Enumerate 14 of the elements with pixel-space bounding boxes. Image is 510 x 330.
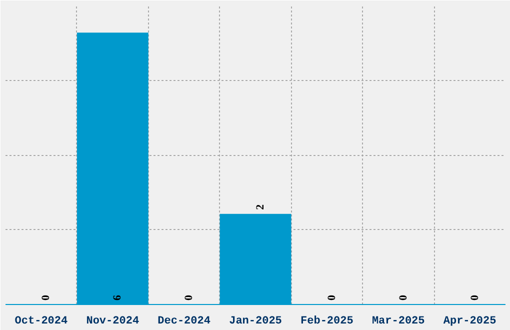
data-label: 0 (183, 294, 196, 300)
data-label: 0 (40, 294, 52, 300)
data-label: 6 (112, 294, 124, 300)
data-label: 2 (254, 204, 266, 210)
x-tick-label: Dec-2024 (158, 316, 211, 328)
data-label: 0 (397, 294, 410, 300)
data-label: 0 (326, 294, 338, 300)
data-label: 0 (468, 294, 481, 300)
x-tick-label: Mar-2025 (372, 316, 426, 328)
x-tick-label: Feb-2025 (300, 316, 354, 328)
x-tick-label: Nov-2024 (86, 316, 140, 328)
x-tick-label: Jan-2025 (229, 316, 282, 328)
x-tick-label: Apr-2025 (443, 316, 497, 328)
x-tick-label: Oct-2024 (14, 316, 68, 328)
